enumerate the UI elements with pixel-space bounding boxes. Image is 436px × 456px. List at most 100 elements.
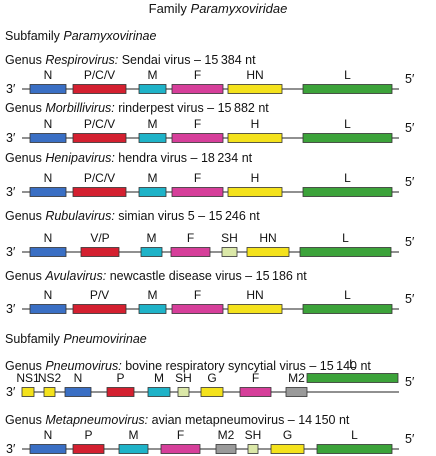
- gene-m2-box: [285, 387, 308, 397]
- gene-n-box: [29, 304, 67, 314]
- five-prime-label: 5′: [405, 121, 415, 135]
- gene-m-label: M: [148, 171, 158, 185]
- gene-p-box: [72, 444, 105, 454]
- gene-m2-label: M2: [218, 428, 235, 442]
- five-prime-label: 5′: [405, 235, 415, 249]
- gene-n-label: N: [44, 288, 53, 302]
- genome-row: Genus Morbillivirus: rinderpest virus – …: [5, 101, 415, 145]
- gene-p-c-v-label: P/C/V: [84, 68, 115, 82]
- gene-h-box: [227, 187, 283, 197]
- gene-hn-label: HN: [246, 68, 263, 82]
- gene-sh-label: SH: [175, 371, 192, 385]
- gene-sh-box: [177, 387, 190, 397]
- gene-l-label: L: [344, 171, 351, 185]
- five-prime-label: 5′: [405, 375, 415, 389]
- gene-l-label: L: [344, 117, 351, 131]
- gene-n-box: [29, 84, 67, 94]
- gene-hn-box: [246, 247, 290, 257]
- gene-p-label: P: [116, 371, 124, 385]
- genus-label: Genus Pneumovirus: bovine respiratory sy…: [5, 359, 371, 373]
- genome-rows: Subfamily Paramyxovirinae Subfamily Pneum…: [5, 29, 415, 456]
- gene-n-label: N: [44, 117, 53, 131]
- gene-m-label: M: [148, 288, 158, 302]
- gene-n-label: N: [44, 428, 53, 442]
- gene-g-box: [200, 387, 224, 397]
- gene-m-box: [138, 187, 167, 197]
- gene-l-label: L: [349, 357, 356, 371]
- gene-m2-label: M2: [288, 371, 305, 385]
- subfamily-label: Subfamily Paramyxovirinae: [5, 29, 156, 43]
- gene-f-box: [171, 133, 224, 143]
- gene-f-box: [239, 387, 272, 397]
- gene-n-box: [29, 247, 67, 257]
- gene-p-label: P: [84, 428, 92, 442]
- gene-p-v-box: [72, 304, 127, 314]
- gene-sh-box: [247, 444, 259, 454]
- three-prime-label: 3′: [6, 185, 16, 199]
- genome-row: Genus Rubulavirus: simian virus 5 – 15 2…: [5, 209, 415, 259]
- gene-f-label: F: [177, 428, 184, 442]
- gene-l-label: L: [344, 288, 351, 302]
- gene-v-p-label: V/P: [90, 231, 109, 245]
- gene-f-label: F: [194, 117, 201, 131]
- gene-l-box: [302, 133, 393, 143]
- gene-m-label: M: [154, 371, 164, 385]
- gene-m-label: M: [148, 68, 158, 82]
- gene-p-box: [106, 387, 135, 397]
- five-prime-label: 5′: [405, 72, 415, 86]
- gene-ns1-box: [21, 387, 35, 397]
- gene-p-c-v-box: [72, 84, 127, 94]
- gene-f-label: F: [252, 371, 259, 385]
- genus-label: Genus Morbillivirus: rinderpest virus – …: [5, 101, 269, 115]
- genome-row: Genus Metapneumovirus: avian metapneumov…: [5, 413, 415, 456]
- gene-m-label: M: [148, 117, 158, 131]
- three-prime-label: 3′: [6, 245, 16, 259]
- figure-title: Family Paramyxoviridae: [149, 1, 288, 16]
- genus-label: Genus Metapneumovirus: avian metapneumov…: [5, 413, 350, 427]
- five-prime-label: 5′: [405, 175, 415, 189]
- five-prime-label: 5′: [405, 432, 415, 446]
- genus-label: Genus Avulavirus: newcastle disease viru…: [5, 269, 307, 283]
- gene-m2-box: [215, 444, 237, 454]
- subfamily-label: Subfamily Pneumovirinae: [5, 332, 147, 346]
- gene-sh-label: SH: [221, 231, 238, 245]
- genome-row: Genus Pneumovirus: bovine respiratory sy…: [5, 357, 415, 399]
- gene-g-box: [270, 444, 305, 454]
- gene-hn-box: [227, 304, 283, 314]
- gene-f-label: F: [194, 171, 201, 185]
- gene-f-box: [171, 84, 224, 94]
- gene-m-box: [138, 84, 167, 94]
- gene-m-label: M: [147, 231, 157, 245]
- gene-p-c-v-box: [72, 133, 127, 143]
- gene-f-box: [171, 187, 224, 197]
- gene-v-p-box: [80, 247, 120, 257]
- gene-m-box: [138, 304, 167, 314]
- gene-m-box: [118, 444, 149, 454]
- gene-ns2-label: NS2: [38, 371, 62, 385]
- gene-l-box: [302, 84, 393, 94]
- five-prime-label: 5′: [405, 292, 415, 306]
- gene-m-box: [140, 247, 163, 257]
- gene-g-label: G: [283, 428, 292, 442]
- genus-label: Genus Respirovirus: Sendai virus – 15 38…: [5, 53, 256, 67]
- three-prime-label: 3′: [6, 442, 16, 456]
- three-prime-label: 3′: [6, 82, 16, 96]
- genus-label: Genus Rubulavirus: simian virus 5 – 15 2…: [5, 209, 260, 223]
- gene-n-box: [29, 444, 67, 454]
- gene-f-box: [171, 304, 224, 314]
- gene-n-label: N: [44, 231, 53, 245]
- gene-n-label: N: [44, 171, 53, 185]
- genome-row: Genus Avulavirus: newcastle disease viru…: [5, 269, 415, 316]
- gene-p-v-label: P/V: [90, 288, 109, 302]
- gene-sh-label: SH: [245, 428, 262, 442]
- gene-p-c-v-box: [72, 187, 127, 197]
- gene-f-box: [170, 247, 211, 257]
- three-prime-label: 3′: [6, 131, 16, 145]
- gene-f-label: F: [187, 231, 194, 245]
- genome-row: Genus Henipavirus: hendra virus – 18 234…: [5, 151, 415, 199]
- gene-hn-label: HN: [246, 288, 263, 302]
- gene-ns2-box: [43, 387, 56, 397]
- gene-n-label: N: [44, 68, 53, 82]
- gene-ns1-label: NS1: [16, 371, 40, 385]
